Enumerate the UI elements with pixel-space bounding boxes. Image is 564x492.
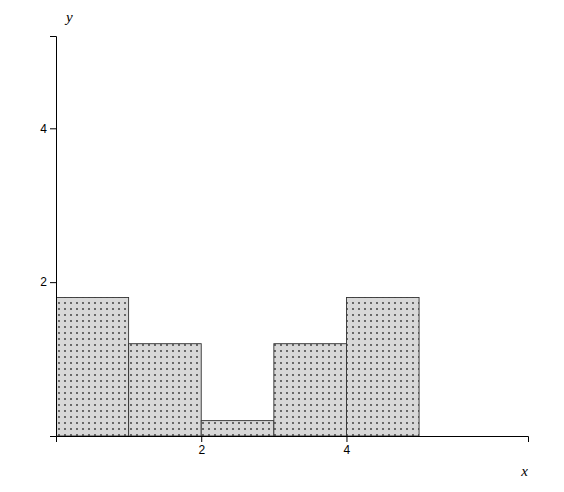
x-axis-line [57, 437, 529, 443]
x-tick-label: 4 [344, 443, 351, 457]
y-axis-line [50, 37, 57, 437]
x-tick-mark [201, 436, 202, 442]
x-tick: 4 [344, 436, 351, 457]
y-tick-label: 2 [40, 275, 47, 289]
bar [201, 421, 274, 436]
y-axis-label: y [64, 9, 73, 25]
x-tick-mark [346, 436, 347, 442]
bars [56, 298, 419, 436]
y-tick: 4 [40, 122, 56, 136]
bar [274, 344, 347, 436]
plot-area: 2424xy [40, 9, 528, 479]
x-axis-label: x [520, 463, 528, 479]
chart-container: 2424xy [0, 0, 564, 492]
y-tick-mark [50, 282, 56, 283]
y-tick-mark [50, 128, 56, 129]
y-tick-label: 4 [40, 122, 47, 136]
y-tick: 2 [40, 275, 56, 289]
x-tick-label: 2 [198, 443, 205, 457]
chart-svg: 2424xy [0, 0, 564, 492]
y-axis: 24 [40, 37, 56, 437]
x-tick: 2 [198, 436, 205, 457]
bar [56, 298, 129, 436]
bar [346, 298, 419, 436]
x-axis: 24 [57, 436, 529, 457]
bar [129, 344, 202, 436]
